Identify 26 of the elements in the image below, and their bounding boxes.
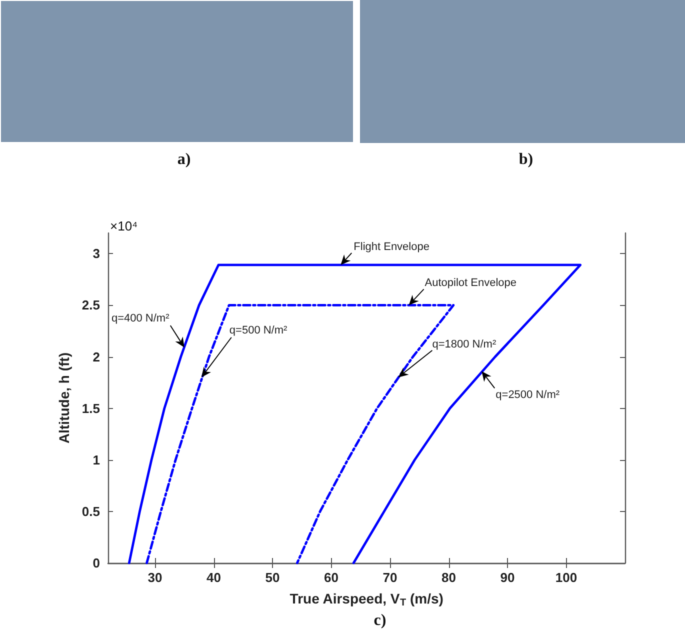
text: a) — [177, 151, 191, 168]
x-tick-label: 50 — [265, 570, 280, 585]
annotation: ×10⁴ — [110, 218, 138, 234]
y-tick-label: 3 — [92, 246, 100, 262]
annotation: Flight Envelope — [354, 240, 430, 253]
y-tick-label: 2.5 — [82, 298, 100, 313]
annotation: q=500 N/m² — [229, 324, 288, 336]
y-tick-label: 0.5 — [82, 504, 100, 519]
x-tick-label: 70 — [382, 570, 398, 585]
text: c) — [374, 612, 386, 629]
y-tick-label: 0 — [92, 556, 100, 570]
x-tick-label: 30 — [148, 570, 162, 585]
annotation: Autopilot Envelope — [424, 277, 517, 290]
x-tick-label: 60 — [324, 570, 338, 585]
y-tick-label: 1 — [92, 452, 100, 468]
x-tick-label: 40 — [206, 570, 221, 585]
annotation: q=400 N/m² — [111, 312, 170, 324]
annotation: q=2500 N/m² — [496, 389, 560, 402]
x-tick-label: 80 — [442, 570, 456, 585]
x-tick-label: 100 — [555, 570, 578, 585]
y-tick-label: 2 — [92, 349, 100, 364]
x-tick-label: 90 — [500, 570, 515, 585]
y-tick-label: 1.5 — [82, 400, 100, 416]
annotation: q=1800 N/m² — [432, 338, 496, 350]
y-axis-title: Altitude, h (ft) — [56, 352, 72, 444]
text: b) — [518, 151, 534, 168]
